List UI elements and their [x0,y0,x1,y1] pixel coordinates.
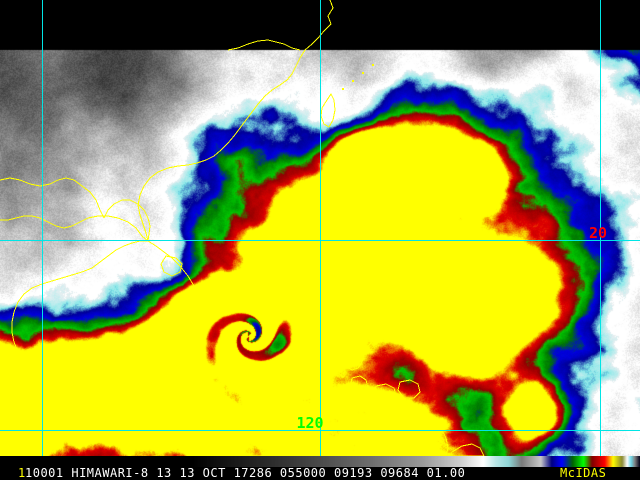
software-brand-label: McIDAS [560,466,607,480]
enhancement-colorbar[interactable] [0,456,640,467]
status-main-text: 10001 HIMAWARI-8 13 13 OCT 17286 055000 … [25,466,466,480]
satellite-infrared-image[interactable] [0,0,640,456]
status-text-line: 1 10001 HIMAWARI-8 13 13 OCT 17286 055000… [0,467,640,480]
enhancement-colorbar-canvas[interactable] [0,456,640,467]
satellite-image-area[interactable]: 20 120 [0,0,640,456]
frame-sequence-number: 1 [18,466,26,480]
status-bar: 1 10001 HIMAWARI-8 13 13 OCT 17286 055000… [0,456,640,480]
